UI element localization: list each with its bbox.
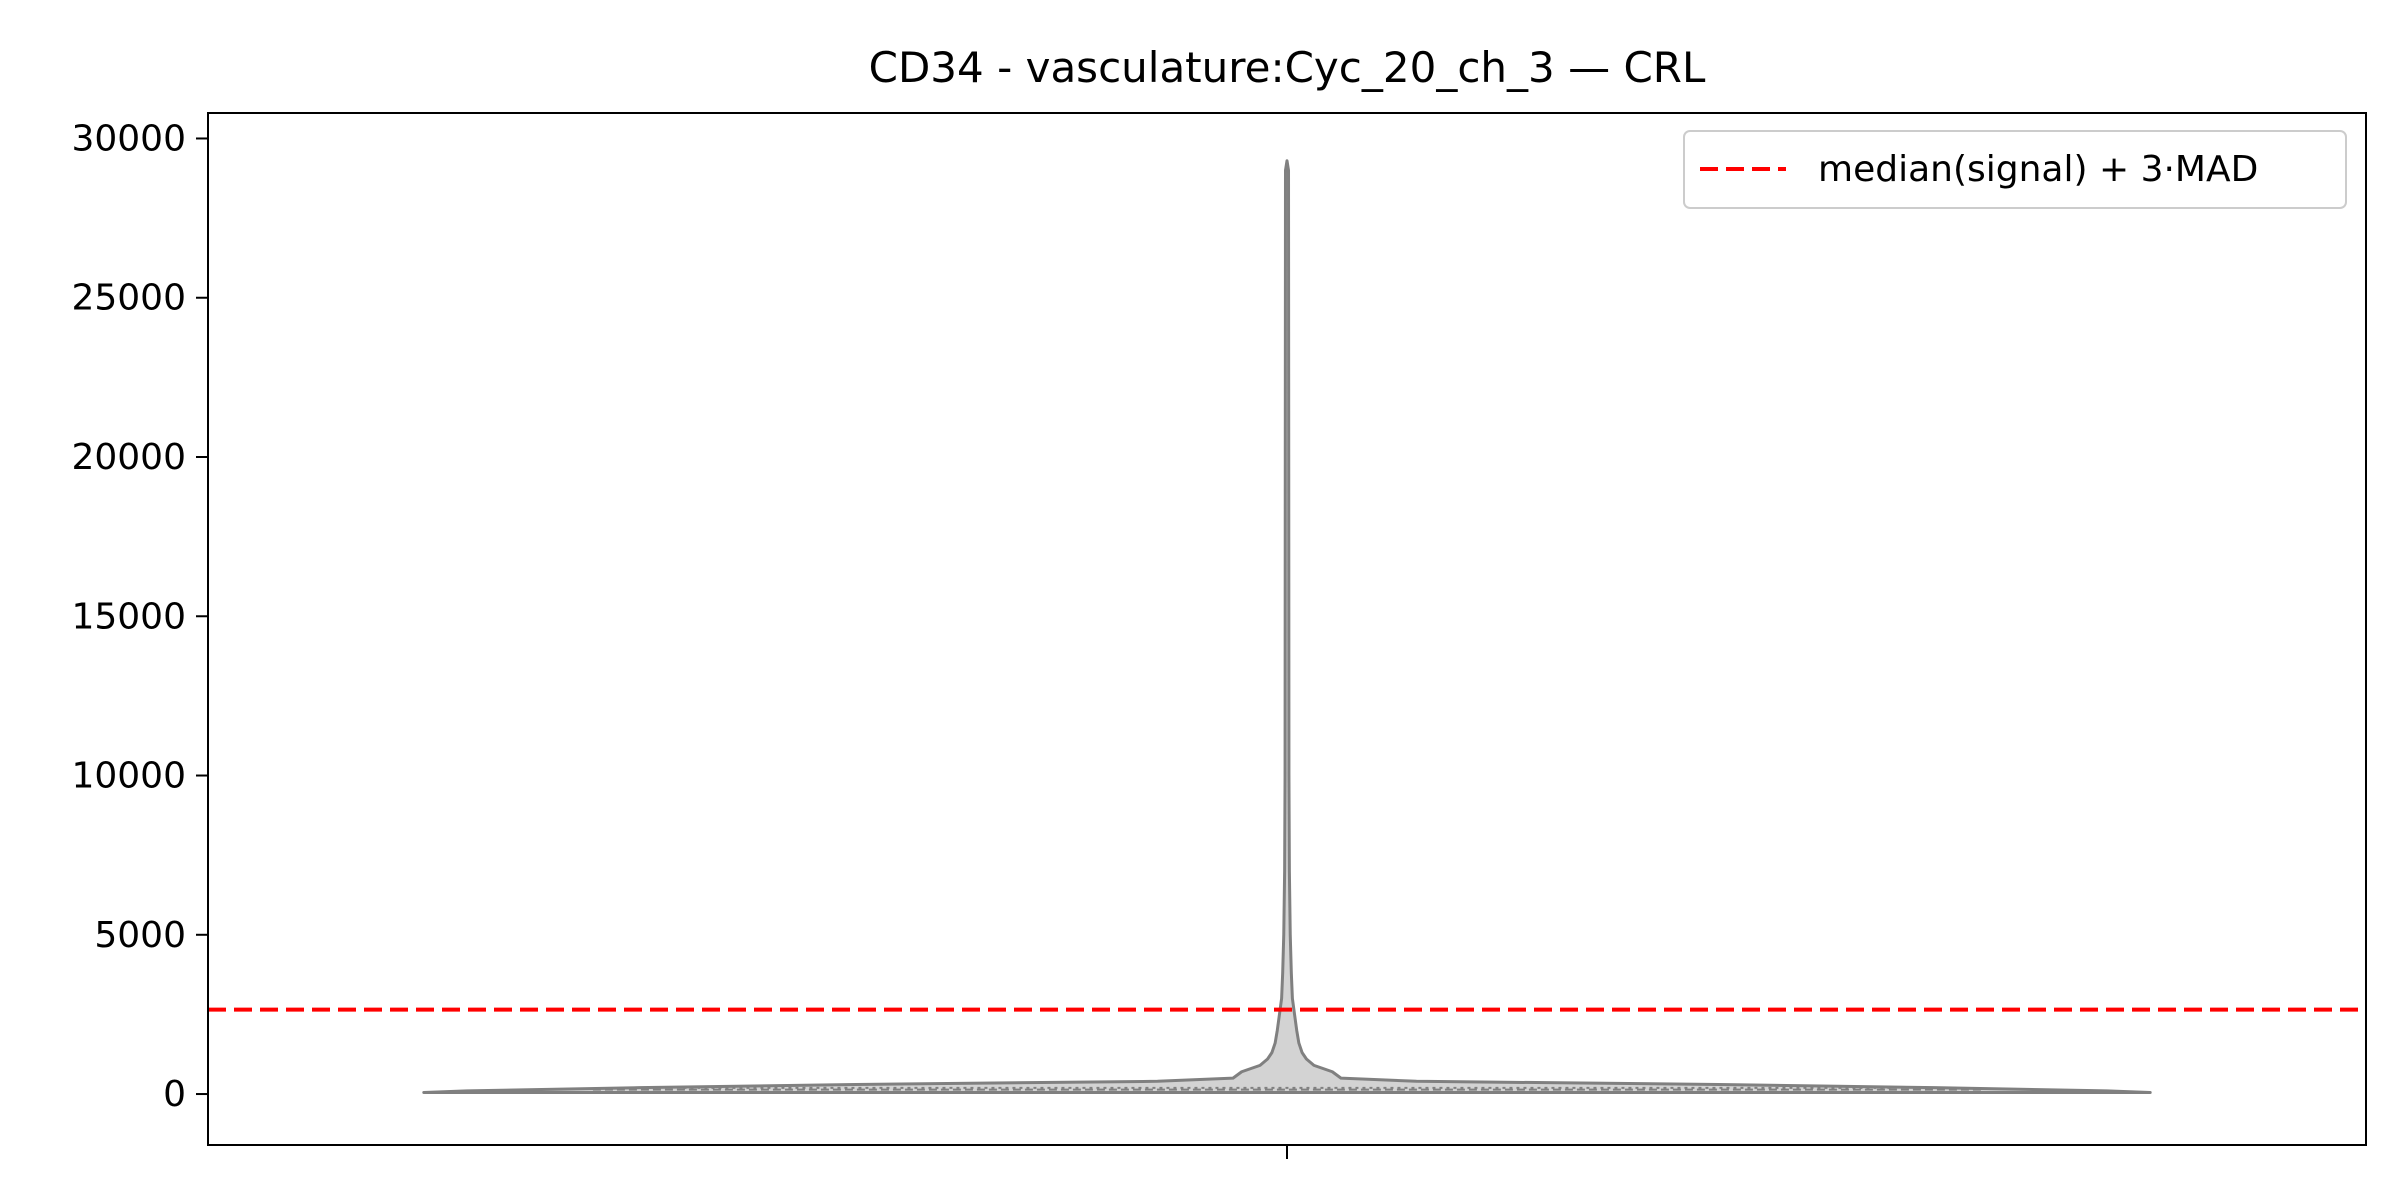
y-axis: 0 5000 10000 15000 20000 25000 30000 xyxy=(71,118,1288,1159)
legend-entry-threshold: median(signal) + 3·MAD xyxy=(1818,149,2258,190)
y-tick-label: 10000 xyxy=(71,756,186,797)
violin-body xyxy=(422,159,2152,1094)
plot-area xyxy=(208,159,2366,1094)
legend: median(signal) + 3·MAD xyxy=(1683,130,2347,209)
y-tick-label: 25000 xyxy=(71,278,186,319)
y-tick-label: 0 xyxy=(163,1074,186,1115)
y-tick-label: 20000 xyxy=(71,437,186,478)
y-tick-label: 5000 xyxy=(94,915,186,956)
legend-box xyxy=(1683,130,2347,209)
y-tick-label: 15000 xyxy=(71,596,186,637)
y-tick-label: 30000 xyxy=(71,118,186,159)
chart-title: CD34 - vasculature:Cyc_20_ch_3 — CRL xyxy=(869,43,1706,92)
plot-frame xyxy=(207,112,2367,1146)
